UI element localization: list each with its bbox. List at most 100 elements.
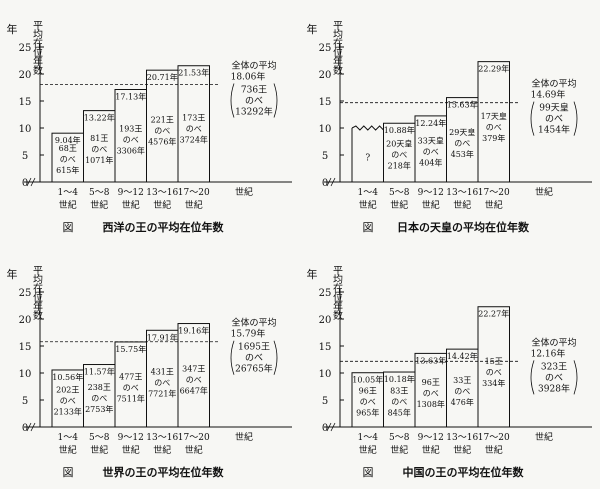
category-label: 5～8 bbox=[389, 433, 410, 443]
y-tick-label: 5 bbox=[22, 151, 28, 162]
chart-panel-1: 年平均在位年数05101520259.04年68王のべ615年1～4世紀13.2… bbox=[7, 20, 292, 234]
x-axis-label: 世紀 bbox=[535, 186, 553, 198]
paren-close-icon bbox=[273, 340, 278, 375]
chart-panel-3: 年平均在位年数051015202510.56年202王のべ2133年1～4世紀1… bbox=[7, 265, 292, 479]
bar-value-label: 15.75年 bbox=[115, 344, 146, 354]
category-label-sub: 世紀 bbox=[359, 199, 377, 211]
category-label: 17～20 bbox=[178, 433, 210, 443]
category-label-sub: 世紀 bbox=[153, 199, 171, 211]
y-axis-title: 平均在位年数 bbox=[331, 265, 343, 321]
y-tick-label: 20 bbox=[319, 70, 332, 81]
y-tick-label: 20 bbox=[19, 70, 32, 81]
average-nobe: のべ bbox=[545, 373, 563, 383]
average-value: 18.06年 bbox=[231, 70, 266, 82]
bar-value-label: 14.42年 bbox=[447, 351, 478, 361]
bar-count-label: 477王 bbox=[119, 373, 142, 382]
x-axis-label: 世紀 bbox=[235, 431, 253, 443]
average-nobe: のべ bbox=[245, 96, 263, 106]
bar-count-label: 96王 bbox=[359, 387, 377, 396]
category-label-sub: 世紀 bbox=[90, 199, 108, 211]
bar-total-label: 4576年 bbox=[148, 137, 176, 147]
average-nobe: のべ bbox=[245, 354, 263, 364]
bar-total-label: 965年 bbox=[356, 408, 379, 418]
bar-count-label: 33天皇 bbox=[418, 135, 444, 145]
bar-nobe-label: のべ bbox=[186, 125, 202, 134]
paren-close-icon bbox=[573, 101, 578, 136]
average-total: 26765年 bbox=[235, 363, 273, 375]
paren-close-icon bbox=[573, 360, 578, 395]
y-tick-label: 10 bbox=[19, 369, 32, 380]
category-label: 17～20 bbox=[478, 188, 510, 198]
bar-nobe-label: のべ bbox=[454, 139, 470, 148]
bar-value-label: 10.88年 bbox=[384, 125, 415, 135]
bar-value-label: 22.29年 bbox=[478, 64, 509, 74]
average-value: 15.79年 bbox=[231, 328, 266, 340]
category-label: 1～4 bbox=[358, 433, 379, 443]
bar-value-label: 15.63年 bbox=[447, 100, 478, 110]
chart-panel-2: 年平均在位年数0510152025?1～4世紀10.88年20天皇のべ218年5… bbox=[307, 20, 592, 234]
average-total: 3928年 bbox=[538, 382, 570, 394]
bar-value-label: 10.56年 bbox=[52, 372, 83, 382]
caption-prefix: 図 bbox=[63, 221, 74, 234]
bar-total-label: 2753年 bbox=[85, 404, 113, 414]
y-tick-label: 10 bbox=[319, 124, 332, 135]
x-axis-label: 世紀 bbox=[235, 186, 253, 198]
category-label-sub: 世紀 bbox=[485, 444, 503, 456]
y-axis-unit: 年 bbox=[7, 22, 18, 36]
bar-total-label: 453年 bbox=[451, 149, 474, 159]
average-nobe: のべ bbox=[545, 115, 563, 125]
bar-value-label: 11.57年 bbox=[84, 367, 115, 377]
category-label: 13～16 bbox=[446, 188, 478, 198]
category-label: 5～8 bbox=[389, 188, 410, 198]
bar-nobe-label: のべ bbox=[186, 375, 202, 384]
bar-count-label: 238王 bbox=[88, 383, 111, 392]
bar-total-label: 1308年 bbox=[417, 399, 445, 409]
caption-prefix: 図 bbox=[363, 221, 374, 234]
y-axis-unit: 年 bbox=[7, 267, 18, 281]
bar-count-label: 17天皇 bbox=[481, 111, 507, 121]
category-label-sub: 世紀 bbox=[90, 444, 108, 456]
bar-total-label: 3306年 bbox=[117, 145, 145, 155]
average-count: 99天皇 bbox=[539, 102, 568, 114]
category-label-sub: 世紀 bbox=[485, 199, 503, 211]
bar-nobe-label: のべ bbox=[423, 147, 439, 156]
bar-value-label: 12.24年 bbox=[415, 118, 446, 128]
bar-count-label: 431王 bbox=[151, 367, 174, 376]
paren-open-icon bbox=[230, 340, 235, 375]
y-tick-label: 25 bbox=[19, 43, 32, 54]
bar-total-label: 7511年 bbox=[117, 394, 145, 404]
bar-nobe-label: のべ bbox=[123, 384, 139, 393]
bar-nobe-label: のべ bbox=[154, 127, 170, 136]
average-count: 736王 bbox=[241, 84, 267, 95]
average-title: 全体の平均 bbox=[231, 59, 276, 71]
bar-value-label: 17.13年 bbox=[115, 91, 146, 101]
average-count: 323王 bbox=[541, 361, 567, 372]
y-tick-label: 5 bbox=[322, 396, 328, 407]
y-tick-label: 20 bbox=[19, 315, 32, 326]
bar-total-label: 2133年 bbox=[54, 406, 82, 416]
category-label-sub: 世紀 bbox=[453, 199, 471, 211]
bar-count-label: 221王 bbox=[151, 116, 174, 125]
y-tick-label: 10 bbox=[19, 124, 32, 135]
category-label: 17～20 bbox=[178, 188, 210, 198]
bar-value-label: 21.53年 bbox=[178, 68, 209, 78]
category-label: 1～4 bbox=[58, 188, 79, 198]
category-label-sub: 世紀 bbox=[390, 199, 408, 211]
bar-value-label: 19.16年 bbox=[178, 326, 209, 336]
chart-title: 中国の王の平均在位年数 bbox=[403, 465, 525, 479]
bar-total-label: 334年 bbox=[482, 378, 505, 388]
bar-count-label: 29天皇 bbox=[449, 127, 475, 137]
bar-value-label: 13.22年 bbox=[84, 113, 115, 123]
category-label-sub: 世紀 bbox=[390, 444, 408, 456]
category-label: 9～12 bbox=[118, 433, 144, 443]
category-label-sub: 世紀 bbox=[422, 199, 440, 211]
category-label-sub: 世紀 bbox=[122, 199, 140, 211]
paren-open-icon bbox=[530, 101, 535, 136]
bar-nobe-label: のべ bbox=[154, 378, 170, 387]
average-total: 1454年 bbox=[538, 124, 570, 136]
bar bbox=[477, 61, 510, 183]
y-tick-label: 0 bbox=[22, 423, 28, 434]
average-title: 全体の平均 bbox=[231, 317, 276, 329]
bar-value-label: 10.18年 bbox=[384, 374, 415, 384]
